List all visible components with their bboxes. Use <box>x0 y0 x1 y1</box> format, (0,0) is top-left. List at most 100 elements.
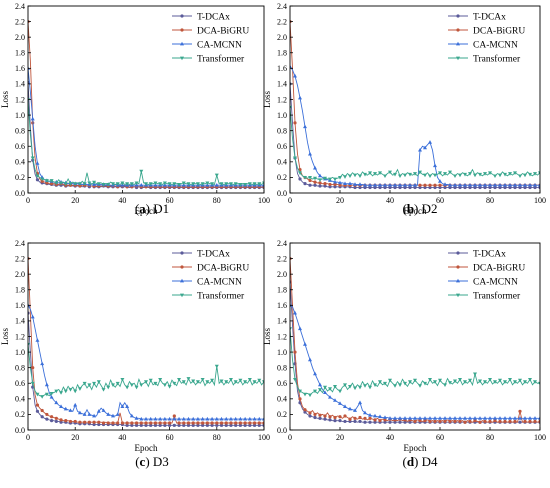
data-point <box>328 415 332 419</box>
data-point <box>443 419 447 424</box>
y-tick-label: 0.0 <box>277 189 287 198</box>
y-tick-label: 1.8 <box>15 49 25 58</box>
data-point <box>358 385 362 390</box>
data-point <box>448 185 452 190</box>
y-tick-label: 0.8 <box>15 126 25 135</box>
data-point <box>343 419 347 424</box>
series-line-t-dcax <box>28 82 264 189</box>
data-point <box>353 419 357 424</box>
data-point <box>323 176 327 181</box>
data-point <box>508 416 512 420</box>
y-tick-label: 2.2 <box>277 254 287 263</box>
y-tick-label: 0.8 <box>277 363 287 372</box>
data-point <box>323 184 327 188</box>
data-point <box>229 421 233 425</box>
data-point <box>323 414 327 418</box>
data-point <box>201 421 205 425</box>
data-point <box>177 423 181 427</box>
caption-open-paren: ( <box>402 454 406 469</box>
data-point <box>181 380 186 384</box>
data-point <box>162 416 167 421</box>
data-point <box>518 378 522 383</box>
data-point <box>538 183 540 187</box>
data-point <box>333 415 337 420</box>
legend-swatch-marker <box>180 251 184 255</box>
y-tick-label: 0.8 <box>277 126 287 135</box>
data-point <box>298 389 302 394</box>
caption-open-paren: ( <box>135 201 139 216</box>
data-point <box>59 391 64 395</box>
y-tick-label: 0.2 <box>15 410 25 419</box>
legend: T-DCAx DCA-BiGRU CA-MCNN Transformer <box>448 249 525 301</box>
data-point <box>433 183 437 187</box>
data-point <box>144 416 148 421</box>
data-point <box>453 174 457 179</box>
data-point <box>513 171 517 175</box>
data-point <box>228 377 233 382</box>
y-tick-label: 1.0 <box>15 348 25 357</box>
data-point <box>423 183 427 187</box>
data-point <box>238 416 243 421</box>
data-point <box>328 182 332 187</box>
data-point <box>153 423 158 427</box>
data-point <box>443 172 447 176</box>
data-point <box>353 182 357 186</box>
data-point <box>533 185 537 190</box>
data-point <box>233 380 238 384</box>
data-point <box>473 185 477 190</box>
data-point <box>428 140 432 144</box>
y-tick-label: 0.4 <box>15 395 25 404</box>
data-point <box>423 419 427 423</box>
series-line-t-dcax <box>290 281 540 423</box>
data-point <box>538 416 540 420</box>
data-point <box>54 416 58 420</box>
data-point <box>333 179 337 184</box>
data-point <box>303 410 307 414</box>
data-point <box>418 416 422 420</box>
data-point <box>243 421 247 425</box>
data-point <box>433 173 437 178</box>
data-point <box>403 173 407 178</box>
data-point <box>423 173 427 178</box>
legend-swatch-marker <box>456 251 460 255</box>
data-point <box>158 182 163 186</box>
data-point <box>448 183 452 187</box>
data-point <box>181 416 186 421</box>
data-point <box>144 380 148 384</box>
y-tick-label: 0.6 <box>15 379 25 388</box>
data-point <box>83 420 87 424</box>
data-point <box>214 364 219 369</box>
data-point <box>148 416 153 421</box>
data-point <box>483 380 487 384</box>
data-point <box>205 423 209 427</box>
data-point <box>313 180 317 184</box>
y-tick-label: 1.0 <box>15 111 25 120</box>
data-point <box>478 416 482 420</box>
y-tick-label: 0.6 <box>15 142 25 151</box>
data-point <box>125 421 129 425</box>
data-point <box>433 419 437 424</box>
data-point <box>163 423 167 427</box>
data-point <box>28 66 30 70</box>
data-point <box>153 181 158 186</box>
data-point <box>368 183 372 187</box>
data-point <box>413 419 417 424</box>
legend-label: Transformer <box>197 53 245 64</box>
y-tick-label: 0.4 <box>277 395 287 404</box>
data-point <box>438 171 442 175</box>
data-point <box>28 303 30 307</box>
data-point <box>158 423 162 427</box>
x-tick-label: 20 <box>336 196 344 205</box>
y-axis-label: Loss <box>0 91 10 109</box>
legend-swatch-marker <box>456 41 460 46</box>
data-point <box>40 361 45 366</box>
legend-item: DCA-BiGRU <box>448 263 525 273</box>
data-point <box>303 176 307 180</box>
data-point <box>177 416 182 421</box>
data-point <box>298 95 302 100</box>
data-point <box>513 419 517 424</box>
data-point <box>130 421 134 425</box>
caption-open-paren: ( <box>135 454 139 469</box>
data-point <box>438 185 442 190</box>
